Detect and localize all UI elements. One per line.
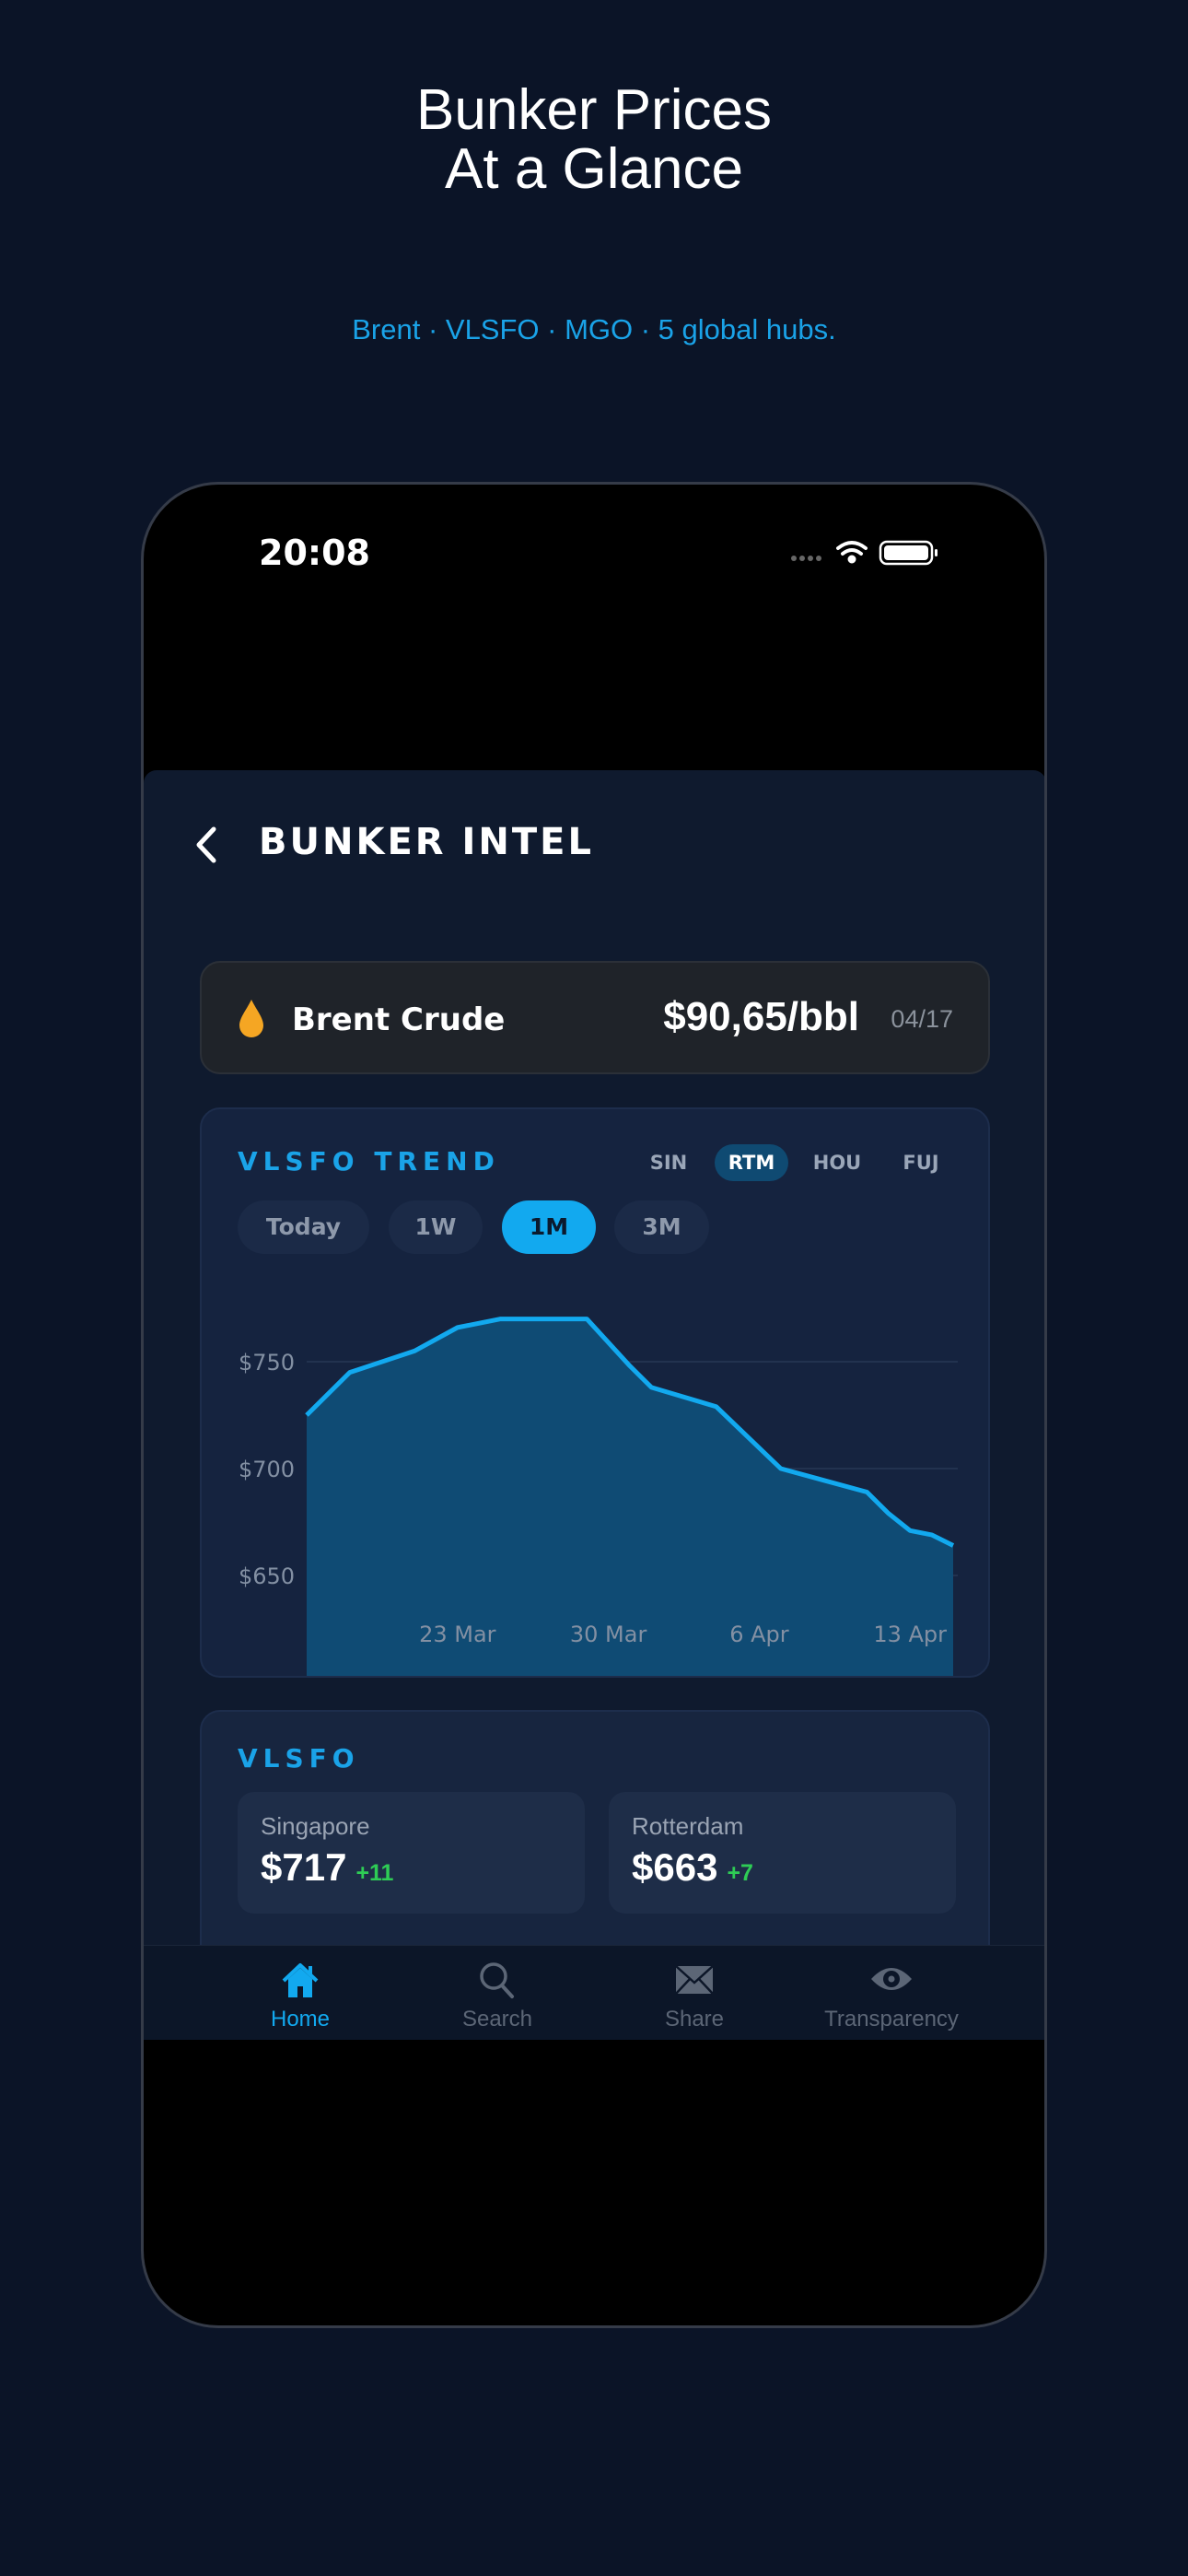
x-tick-label: 6 Apr xyxy=(729,1622,789,1647)
x-tick-label: 23 Mar xyxy=(419,1622,496,1647)
price-change: +11 xyxy=(355,1860,394,1886)
brent-label: Brent Crude xyxy=(292,1001,506,1038)
price-tile[interactable]: Singapore $717 +11 xyxy=(238,1792,585,1914)
tab-share[interactable]: Share xyxy=(596,1946,793,2040)
hub-tab-rtm[interactable]: RTM xyxy=(715,1144,788,1181)
drop-icon xyxy=(239,1000,263,1037)
envelope-icon xyxy=(675,1965,714,1995)
brent-card[interactable]: Brent Crude $90,65/bbl 04/17 xyxy=(200,961,990,1074)
hero-title-line2: At a Glance xyxy=(445,137,743,201)
hero-title-line1: Bunker Prices xyxy=(416,78,772,142)
period-tab-1m[interactable]: 1M xyxy=(502,1200,596,1254)
port-price: $717 xyxy=(261,1845,347,1889)
hero-subtitle: Brent · VLSFO · MGO · 5 global hubs. xyxy=(352,313,836,345)
tab-transparency[interactable]: Transparency xyxy=(793,1946,990,2040)
status-time: 20:08 xyxy=(259,533,370,573)
tab-label: Home xyxy=(270,2007,331,2032)
hub-tab-sin[interactable]: SIN xyxy=(649,1152,688,1174)
wifi-icon xyxy=(836,541,868,564)
price-row: $663 +7 xyxy=(632,1845,753,1890)
brent-date: 04/17 xyxy=(891,1005,953,1033)
vlsfo-trend-card: $750 $700 $650 23 Mar 30 Mar 6 Apr 13 Apr VLSF… xyxy=(200,1107,990,1678)
tab-label: Share xyxy=(664,2007,725,2032)
y-tick-label: $650 xyxy=(239,1563,295,1589)
hero-title: Bunker Prices At a Glance xyxy=(0,81,1188,199)
battery-icon xyxy=(879,540,938,566)
signal-dots-icon xyxy=(791,556,821,561)
home-icon xyxy=(282,1963,319,1997)
tab-label: Transparency xyxy=(824,2007,959,2032)
price-row: $717 +11 xyxy=(261,1845,393,1890)
tab-home[interactable]: Home xyxy=(202,1946,399,2040)
search-icon xyxy=(480,1962,514,1998)
y-tick-label: $750 xyxy=(239,1350,295,1376)
chevron-left-icon[interactable] xyxy=(192,825,219,864)
period-tab-1w[interactable]: 1W xyxy=(389,1200,483,1254)
page-title: BUNKER INTEL xyxy=(259,821,594,863)
price-change: +7 xyxy=(727,1860,753,1886)
period-tab-3m[interactable]: 3M xyxy=(614,1200,709,1254)
app-screen: BUNKER INTEL Brent Crude $90,65/bbl 04/1… xyxy=(144,770,1044,2040)
price-tile[interactable]: Rotterdam $663 +7 xyxy=(609,1792,956,1914)
trend-title: VLSFO TREND xyxy=(238,1146,500,1177)
period-tab-today[interactable]: Today xyxy=(238,1200,369,1254)
area-fill xyxy=(307,1318,953,1676)
port-price: $663 xyxy=(632,1845,718,1889)
hub-tab-hou[interactable]: HOU xyxy=(812,1152,862,1174)
y-tick-label: $700 xyxy=(239,1457,295,1482)
vlsfo-title: VLSFO xyxy=(238,1743,360,1774)
trend-chart: $750 $700 $650 23 Mar 30 Mar 6 Apr 13 Apr xyxy=(239,1317,958,1676)
phone-frame: 20:08 BUNKER INTEL Brent Crude $90,65/bb… xyxy=(141,482,1047,2328)
status-icons xyxy=(791,540,938,566)
tab-label: Search xyxy=(461,2007,533,2032)
brent-price: $90,65/bbl xyxy=(663,994,859,1039)
hub-tab-fuj[interactable]: FUJ xyxy=(903,1152,939,1174)
port-name: Rotterdam xyxy=(632,1812,744,1840)
tab-search[interactable]: Search xyxy=(399,1946,596,2040)
eye-icon xyxy=(871,1968,912,1990)
tab-bar: Home Search Share Transparency xyxy=(144,1945,1044,2040)
x-tick-label: 13 Apr xyxy=(873,1622,947,1647)
x-tick-label: 30 Mar xyxy=(570,1622,647,1647)
port-name: Singapore xyxy=(261,1812,370,1840)
